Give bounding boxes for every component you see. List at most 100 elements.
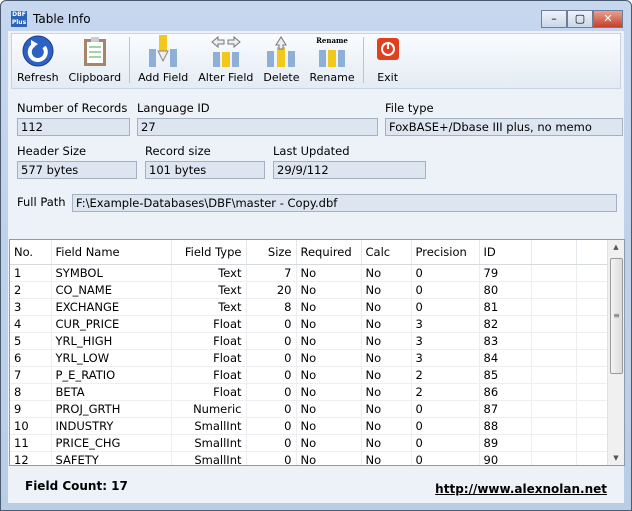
table-row[interactable]: 6 YRL_LOW Float 0 No No 3 84 bbox=[10, 349, 609, 367]
alter-field-icon bbox=[210, 35, 242, 67]
refresh-icon bbox=[22, 35, 54, 67]
table-row[interactable]: 5 YRL_HIGH Float 0 No No 3 83 bbox=[10, 332, 609, 350]
table-cell: 0 bbox=[411, 400, 480, 418]
table-cell: No bbox=[296, 264, 362, 282]
table-row[interactable]: 2 CO_NAME Text 20 No No 0 80 bbox=[10, 281, 609, 299]
alter-field-button[interactable]: Alter Field bbox=[193, 34, 258, 88]
clipboard-icon bbox=[79, 35, 111, 67]
table-cell: Float bbox=[171, 332, 247, 350]
column-header[interactable]: Required bbox=[296, 240, 362, 265]
toolbar: Refresh Clipboard Add Field Alter Field Dele… bbox=[11, 33, 621, 89]
table-cell: 0 bbox=[246, 434, 297, 452]
fields-table[interactable]: No. Field Name Field Type Size Required Calc P… bbox=[9, 239, 625, 466]
column-header[interactable]: Field Name bbox=[51, 240, 172, 265]
rename-button[interactable]: Rename Rename bbox=[305, 34, 360, 88]
table-cell: 0 bbox=[246, 383, 297, 401]
column-header[interactable]: No. bbox=[10, 240, 52, 265]
table-cell-empty bbox=[531, 264, 577, 282]
minimize-button[interactable]: – bbox=[541, 10, 567, 28]
header-size-label: Header Size bbox=[17, 144, 87, 158]
maximize-button[interactable]: ▢ bbox=[567, 10, 593, 28]
add-field-button[interactable]: Add Field bbox=[133, 34, 193, 88]
table-row[interactable]: 7 P_E_RATIO Float 0 No No 2 85 bbox=[10, 366, 609, 384]
vertical-scrollbar[interactable]: ▲ ≡ ▼ bbox=[607, 240, 624, 465]
table-row[interactable]: 11 PRICE_CHG SmallInt 0 No No 0 89 bbox=[10, 434, 609, 452]
table-cell: PROJ_GRTH bbox=[51, 400, 172, 418]
records-label: Number of Records bbox=[17, 101, 128, 115]
table-cell: 7 bbox=[10, 366, 52, 384]
table-cell: Float bbox=[171, 349, 247, 367]
table-cell: 0 bbox=[411, 264, 480, 282]
column-header[interactable]: Precision bbox=[411, 240, 480, 265]
exit-icon bbox=[372, 35, 404, 67]
table-cell: 5 bbox=[10, 332, 52, 350]
rename-icon: Rename bbox=[316, 35, 348, 67]
table-cell-empty bbox=[531, 281, 577, 299]
table-cell-empty bbox=[576, 417, 609, 435]
table-cell: PRICE_CHG bbox=[51, 434, 172, 452]
table-cell: No bbox=[296, 451, 362, 465]
column-header[interactable]: Size bbox=[246, 240, 297, 265]
clipboard-button[interactable]: Clipboard bbox=[64, 34, 127, 88]
table-cell: No bbox=[296, 366, 362, 384]
table-cell: CUR_PRICE bbox=[51, 315, 172, 333]
table-cell-empty bbox=[531, 451, 577, 465]
table-cell-empty bbox=[576, 298, 609, 316]
table-cell: 8 bbox=[246, 298, 297, 316]
table-cell: INDUSTRY bbox=[51, 417, 172, 435]
table-cell: No bbox=[361, 315, 412, 333]
table-cell: 0 bbox=[246, 366, 297, 384]
app-icon: DBF Plus bbox=[11, 11, 27, 27]
table-cell: YRL_HIGH bbox=[51, 332, 172, 350]
refresh-button[interactable]: Refresh bbox=[12, 34, 64, 88]
table-row[interactable]: 12 SAFETY SmallInt 0 No No 0 90 bbox=[10, 451, 609, 465]
table-cell: 84 bbox=[479, 349, 532, 367]
table-cell: 2 bbox=[411, 366, 480, 384]
column-header[interactable]: Field Type bbox=[171, 240, 247, 265]
exit-button[interactable]: Exit bbox=[367, 34, 409, 88]
table-cell: 9 bbox=[10, 400, 52, 418]
record-size-label: Record size bbox=[145, 144, 211, 158]
column-header[interactable]: ID bbox=[479, 240, 532, 265]
table-cell: No bbox=[296, 400, 362, 418]
scroll-thumb[interactable]: ≡ bbox=[610, 258, 623, 374]
table-cell: 8 bbox=[10, 383, 52, 401]
toolbar-separator bbox=[362, 37, 364, 83]
table-cell: No bbox=[361, 434, 412, 452]
scroll-up-arrow[interactable]: ▲ bbox=[613, 243, 619, 251]
table-cell: No bbox=[361, 349, 412, 367]
table-cell-empty bbox=[576, 264, 609, 282]
scroll-down-arrow[interactable]: ▼ bbox=[613, 454, 619, 462]
table-cell: No bbox=[296, 349, 362, 367]
table-cell-empty bbox=[531, 383, 577, 401]
svg-text:Rename: Rename bbox=[316, 36, 348, 45]
close-button[interactable]: ✕ bbox=[593, 10, 623, 28]
table-cell: 0 bbox=[411, 451, 480, 465]
table-row[interactable]: 4 CUR_PRICE Float 0 No No 3 82 bbox=[10, 315, 609, 333]
table-cell: 3 bbox=[411, 349, 480, 367]
website-link[interactable]: http://www.alexnolan.net bbox=[435, 482, 607, 496]
header-size-field: 577 bytes bbox=[17, 161, 137, 179]
last-updated-label: Last Updated bbox=[273, 144, 350, 158]
table-row[interactable]: 9 PROJ_GRTH Numeric 0 No No 0 87 bbox=[10, 400, 609, 418]
button-label: Rename bbox=[309, 71, 355, 84]
table-cell: 0 bbox=[411, 298, 480, 316]
table-cell: 0 bbox=[411, 281, 480, 299]
table-row[interactable]: 3 EXCHANGE Text 8 No No 0 81 bbox=[10, 298, 609, 316]
table-cell: 3 bbox=[411, 315, 480, 333]
table-cell-empty bbox=[576, 383, 609, 401]
table-cell: No bbox=[361, 366, 412, 384]
table-cell: 12 bbox=[10, 451, 52, 465]
table-row[interactable]: 8 BETA Float 0 No No 2 86 bbox=[10, 383, 609, 401]
table-cell-empty bbox=[531, 315, 577, 333]
table-cell: SmallInt bbox=[171, 434, 247, 452]
column-header[interactable]: Calc bbox=[361, 240, 412, 265]
table-cell: SmallInt bbox=[171, 451, 247, 465]
table-cell: Float bbox=[171, 315, 247, 333]
table-row[interactable]: 10 INDUSTRY SmallInt 0 No No 0 88 bbox=[10, 417, 609, 435]
table-cell: Text bbox=[171, 298, 247, 316]
table-row[interactable]: 1 SYMBOL Text 7 No No 0 79 bbox=[10, 264, 609, 282]
delete-button[interactable]: Delete bbox=[258, 34, 304, 88]
table-cell: 85 bbox=[479, 366, 532, 384]
